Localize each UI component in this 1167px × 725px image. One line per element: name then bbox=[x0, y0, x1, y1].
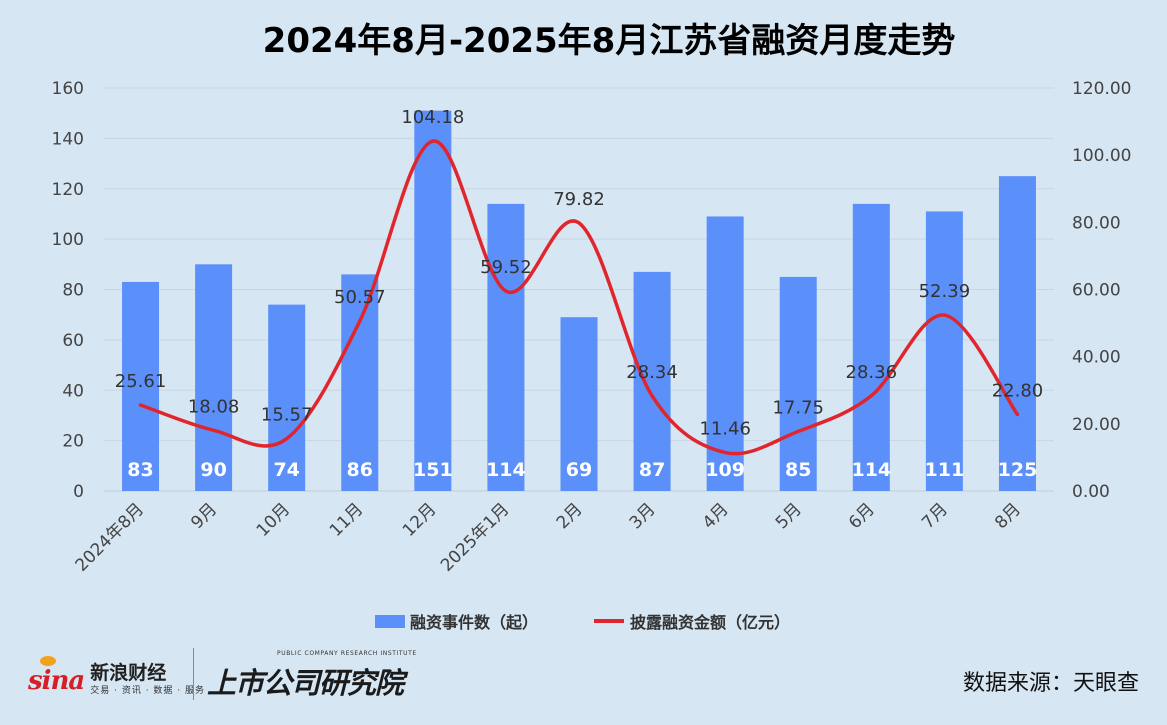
left-axis-ticks: 0 20 40 60 80 100 120 140 160 bbox=[52, 79, 84, 502]
line-value-label: 79.82 bbox=[553, 189, 605, 210]
line-value-label: 28.34 bbox=[626, 362, 678, 383]
footer: sina 新浪财经 交易 · 资讯 · 数据 · 服务 PUBLIC COMPA… bbox=[0, 640, 1167, 725]
x-tick-label: 11月 bbox=[326, 499, 367, 540]
x-tick-label: 3月 bbox=[626, 499, 660, 533]
bar-series bbox=[122, 110, 1036, 492]
line-value-labels: 25.61 18.08 15.57 50.57 104.18 59.52 79.82 28.3… bbox=[115, 107, 1043, 439]
left-tick-label: 120 bbox=[52, 180, 84, 200]
bar-value-label: 114 bbox=[486, 459, 526, 481]
x-tick-label: 9月 bbox=[187, 499, 221, 533]
bar bbox=[706, 216, 744, 492]
left-tick-label: 40 bbox=[62, 381, 84, 401]
bar bbox=[779, 276, 817, 491]
bar bbox=[122, 281, 160, 491]
bar-value-label: 86 bbox=[347, 459, 373, 481]
right-tick-label: 60.00 bbox=[1072, 281, 1121, 301]
left-tick-label: 160 bbox=[52, 79, 84, 99]
bar bbox=[341, 274, 379, 491]
bar bbox=[487, 203, 525, 492]
x-tick-label: 4月 bbox=[699, 499, 733, 533]
legend-bar-swatch bbox=[375, 615, 405, 628]
x-tick-label: 2月 bbox=[553, 499, 587, 533]
x-tick-label: 8月 bbox=[991, 499, 1025, 533]
line-value-label: 25.61 bbox=[115, 371, 167, 392]
line-value-label: 18.08 bbox=[188, 396, 240, 417]
bar-value-label: 151 bbox=[413, 459, 453, 481]
combo-chart: 2024年8月-2025年8月江苏省融资月度走势 0 20 40 60 80 100 120… bbox=[52, 21, 1132, 632]
bar-value-label: 74 bbox=[273, 459, 299, 481]
x-tick-label: 7月 bbox=[918, 499, 952, 533]
line-value-label: 50.57 bbox=[334, 287, 386, 308]
bar-value-label: 109 bbox=[705, 459, 745, 481]
bar-value-labels: 83 90 74 86 151 114 69 87 109 85 114 111 125 bbox=[127, 459, 1037, 481]
legend-bar-label: 融资事件数（起） bbox=[410, 613, 538, 632]
line-value-label: 22.80 bbox=[992, 380, 1044, 401]
line-value-label: 59.52 bbox=[480, 257, 532, 278]
sina-finance-logo: sina 新浪财经 交易 · 资讯 · 数据 · 服务 bbox=[28, 650, 205, 696]
data-source: 数据来源：天眼查 bbox=[962, 671, 1139, 696]
bar-value-label: 85 bbox=[785, 459, 811, 481]
x-tick-label: 5月 bbox=[772, 499, 806, 533]
right-tick-label: 80.00 bbox=[1072, 213, 1121, 233]
footer-divider bbox=[193, 648, 194, 700]
line-series bbox=[138, 139, 1020, 456]
bar bbox=[852, 203, 890, 492]
line-value-label: 15.57 bbox=[261, 405, 313, 426]
x-tick-label: 2025年1月 bbox=[437, 499, 513, 575]
right-tick-label: 40.00 bbox=[1072, 348, 1121, 368]
bar bbox=[633, 271, 671, 491]
right-tick-label: 0.00 bbox=[1072, 482, 1110, 502]
bar bbox=[925, 211, 963, 491]
left-tick-label: 60 bbox=[62, 331, 84, 351]
left-tick-label: 0 bbox=[73, 482, 84, 502]
bar-value-label: 90 bbox=[200, 459, 226, 481]
x-tick-label: 6月 bbox=[845, 499, 879, 533]
gridlines bbox=[104, 87, 1054, 492]
line-value-label: 28.36 bbox=[846, 362, 898, 383]
bar-value-label: 125 bbox=[998, 459, 1038, 481]
right-axis-ticks: 0.00 20.00 40.00 60.00 80.00 100.00 120.00 bbox=[1072, 79, 1131, 502]
right-tick-label: 20.00 bbox=[1072, 415, 1121, 435]
x-tick-label: 12月 bbox=[399, 499, 440, 540]
chart-title: 2024年8月-2025年8月江苏省融资月度走势 bbox=[263, 21, 956, 61]
bar-value-label: 83 bbox=[127, 459, 153, 481]
bar-value-label: 87 bbox=[639, 459, 665, 481]
bar bbox=[268, 304, 306, 491]
sina-tagline: 交易 · 资讯 · 数据 · 服务 bbox=[90, 686, 206, 696]
legend: 融资事件数（起） 披露融资金额（亿元） bbox=[375, 613, 790, 632]
bar bbox=[414, 110, 452, 491]
bar bbox=[195, 264, 233, 491]
sina-logo-mark: sina bbox=[28, 656, 85, 696]
sina-eye-icon bbox=[40, 656, 56, 666]
bar-value-label: 111 bbox=[925, 459, 965, 481]
right-tick-label: 120.00 bbox=[1072, 79, 1131, 99]
left-tick-label: 80 bbox=[62, 281, 84, 301]
bar-value-label: 114 bbox=[851, 459, 891, 481]
line-value-label: 52.39 bbox=[919, 281, 971, 302]
line-value-label: 17.75 bbox=[772, 397, 824, 418]
left-tick-label: 140 bbox=[52, 129, 84, 149]
x-tick-label: 10月 bbox=[253, 499, 294, 540]
legend-line-label: 披露融资金额（亿元） bbox=[630, 613, 790, 632]
bar-value-label: 69 bbox=[566, 459, 592, 481]
line-value-label: 11.46 bbox=[699, 419, 751, 440]
bar bbox=[998, 176, 1036, 491]
research-cn-text: 上市公司研究院 bbox=[207, 666, 404, 700]
left-tick-label: 100 bbox=[52, 230, 84, 250]
x-tick-label: 2024年8月 bbox=[72, 499, 148, 575]
right-tick-label: 100.00 bbox=[1072, 146, 1131, 166]
left-tick-label: 20 bbox=[62, 432, 84, 452]
line-value-label: 104.18 bbox=[401, 107, 464, 128]
research-en-text: PUBLIC COMPANY RESEARCH INSTITUTE bbox=[277, 650, 417, 657]
sina-name: 新浪财经 bbox=[90, 662, 167, 684]
bar bbox=[560, 317, 598, 491]
